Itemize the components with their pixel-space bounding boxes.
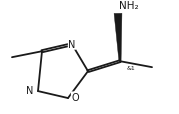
- Polygon shape: [114, 14, 122, 62]
- Text: N: N: [26, 85, 34, 95]
- Text: O: O: [71, 92, 79, 102]
- Text: N: N: [68, 40, 76, 50]
- Text: &1: &1: [126, 65, 135, 70]
- Text: NH₂: NH₂: [119, 1, 139, 11]
